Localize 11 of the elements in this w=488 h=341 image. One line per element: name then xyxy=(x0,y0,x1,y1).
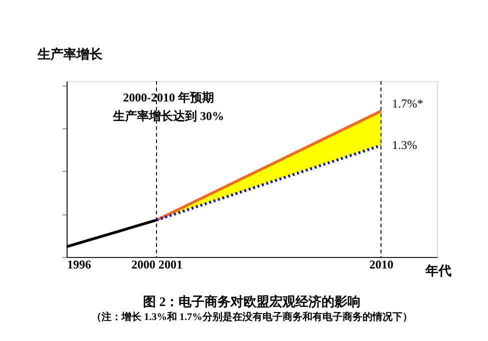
x-tick-label: 1996 xyxy=(67,258,92,272)
x-axis-title: 年代 xyxy=(424,263,452,278)
text: 图 2：电子商务对欧盟宏观经济的影响 xyxy=(143,294,361,310)
data-label: 1.7%* xyxy=(392,96,424,110)
data-label: 1.3% xyxy=(392,138,418,152)
annotation: 2000-2010 年预期 xyxy=(122,90,214,104)
annotation: 生产率增长达到 30% xyxy=(112,108,224,123)
x-tick-label: 2000 2001 xyxy=(131,258,182,272)
y-axis-title: 生产率增长 xyxy=(36,46,104,62)
x-tick-label: 2010 xyxy=(369,258,394,272)
text: （注：增长 1.3%和 1.7%分别是在没有电子商务和有电子商务的情况下） xyxy=(91,310,412,323)
